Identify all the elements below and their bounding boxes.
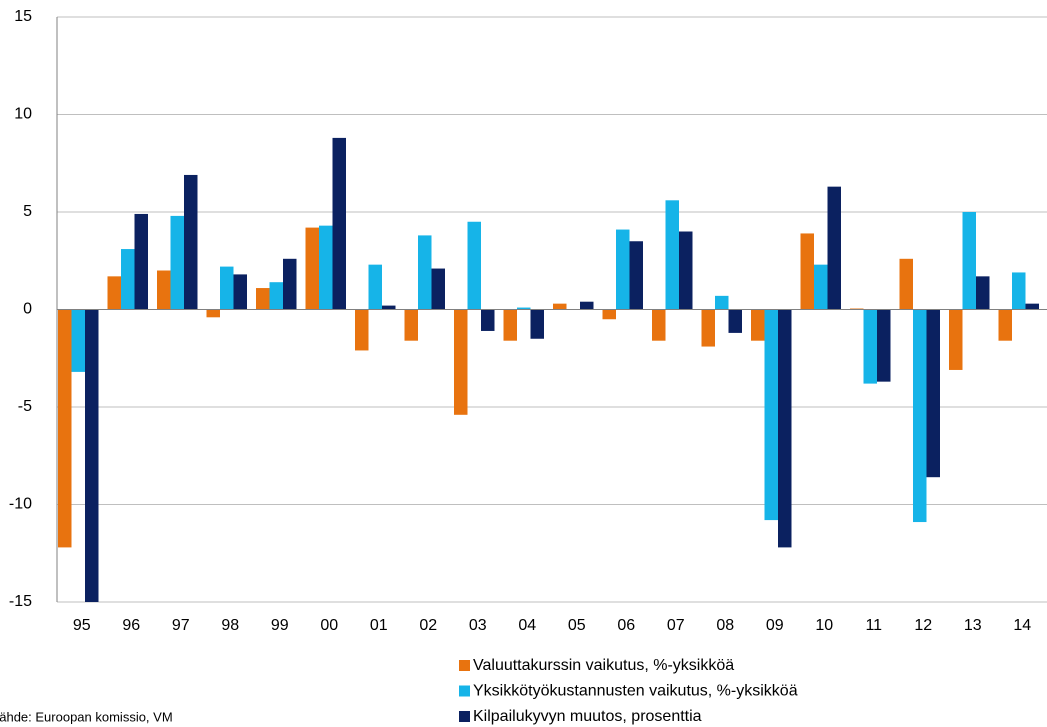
bar [134, 213, 148, 310]
y-tick-label: 10 [14, 106, 32, 123]
bar [503, 309, 517, 341]
bar [652, 309, 666, 341]
bar [404, 309, 418, 341]
x-tick-label: 03 [469, 617, 487, 634]
x-tick-label: 01 [370, 617, 388, 634]
y-tick-label: -15 [9, 593, 32, 610]
bar [107, 276, 121, 310]
bar [319, 225, 333, 310]
bar [976, 276, 990, 310]
bar [701, 309, 715, 347]
bar [962, 212, 976, 310]
bar [269, 282, 283, 310]
bar [602, 309, 616, 320]
y-tick-label: -5 [18, 398, 32, 415]
bar [800, 233, 814, 310]
bar [1025, 303, 1039, 310]
x-tick-label: 96 [122, 617, 140, 634]
x-tick-label: 13 [964, 617, 982, 634]
bar [814, 264, 828, 310]
x-tick-label: 14 [1013, 617, 1031, 634]
bar [877, 309, 891, 382]
bar [58, 309, 72, 548]
x-tick-label: 00 [320, 617, 338, 634]
x-tick-label: 99 [271, 617, 289, 634]
bar [233, 274, 247, 310]
bar [206, 309, 220, 318]
bar [926, 309, 940, 478]
x-tick-label: 95 [73, 617, 91, 634]
x-tick-label: 08 [716, 617, 734, 634]
x-tick-label: 06 [617, 617, 635, 634]
bar [170, 215, 184, 310]
bar [1012, 272, 1026, 310]
bar [256, 288, 270, 310]
bar [157, 270, 171, 310]
bar [827, 186, 841, 310]
x-tick-label: 09 [766, 617, 784, 634]
bar [616, 229, 630, 310]
bar [481, 309, 495, 331]
legend-swatch [459, 711, 470, 722]
bar [715, 295, 729, 310]
x-tick-label: 97 [172, 617, 190, 634]
x-tick-label: 04 [518, 617, 536, 634]
bar [382, 305, 396, 310]
x-tick-label: 10 [815, 617, 833, 634]
bar [368, 264, 382, 310]
bar [530, 309, 544, 339]
bar [305, 227, 319, 310]
y-tick-label: 0 [23, 301, 32, 318]
bar [998, 309, 1012, 341]
bar [629, 241, 643, 310]
bar [778, 309, 792, 548]
bar [679, 231, 693, 310]
legend-label: Yksikkötyökustannusten vaikutus, %-yksik… [473, 683, 798, 700]
bar [949, 309, 963, 370]
bar [863, 309, 877, 384]
bar [431, 268, 445, 310]
y-tick-label: 15 [14, 8, 32, 25]
source-note: Lähde: Euroopan komissio, VM [0, 709, 173, 724]
bar [751, 309, 765, 341]
bar [553, 303, 567, 310]
bar [71, 309, 85, 372]
bar [517, 307, 531, 310]
bar [454, 309, 468, 415]
bar [220, 266, 234, 310]
bar [121, 249, 135, 310]
bar [332, 137, 346, 310]
y-tick-label: 5 [23, 203, 32, 220]
x-tick-label: 12 [914, 617, 932, 634]
bar [418, 235, 432, 310]
x-tick-label: 98 [221, 617, 239, 634]
bar [764, 309, 778, 521]
bar [467, 221, 481, 310]
x-tick-label: 02 [419, 617, 437, 634]
bars [58, 137, 1039, 602]
bar [728, 309, 742, 333]
bar [665, 200, 679, 310]
bar [580, 301, 594, 310]
x-tick-label: 11 [865, 617, 882, 634]
bar [899, 258, 913, 310]
bar [283, 258, 297, 310]
bar [184, 174, 198, 310]
x-tick-label: 05 [568, 617, 586, 634]
legend-label: Kilpailukyvyn muutos, prosenttia [473, 708, 702, 725]
x-tick-label: 07 [667, 617, 685, 634]
legend-swatch [459, 660, 470, 671]
y-tick-label: -10 [9, 496, 32, 513]
bar [913, 309, 927, 523]
legend-label: Valuuttakurssin vaikutus, %-yksikköä [473, 657, 734, 674]
bar [355, 309, 369, 351]
legend-swatch [459, 685, 470, 697]
bar [85, 309, 99, 602]
